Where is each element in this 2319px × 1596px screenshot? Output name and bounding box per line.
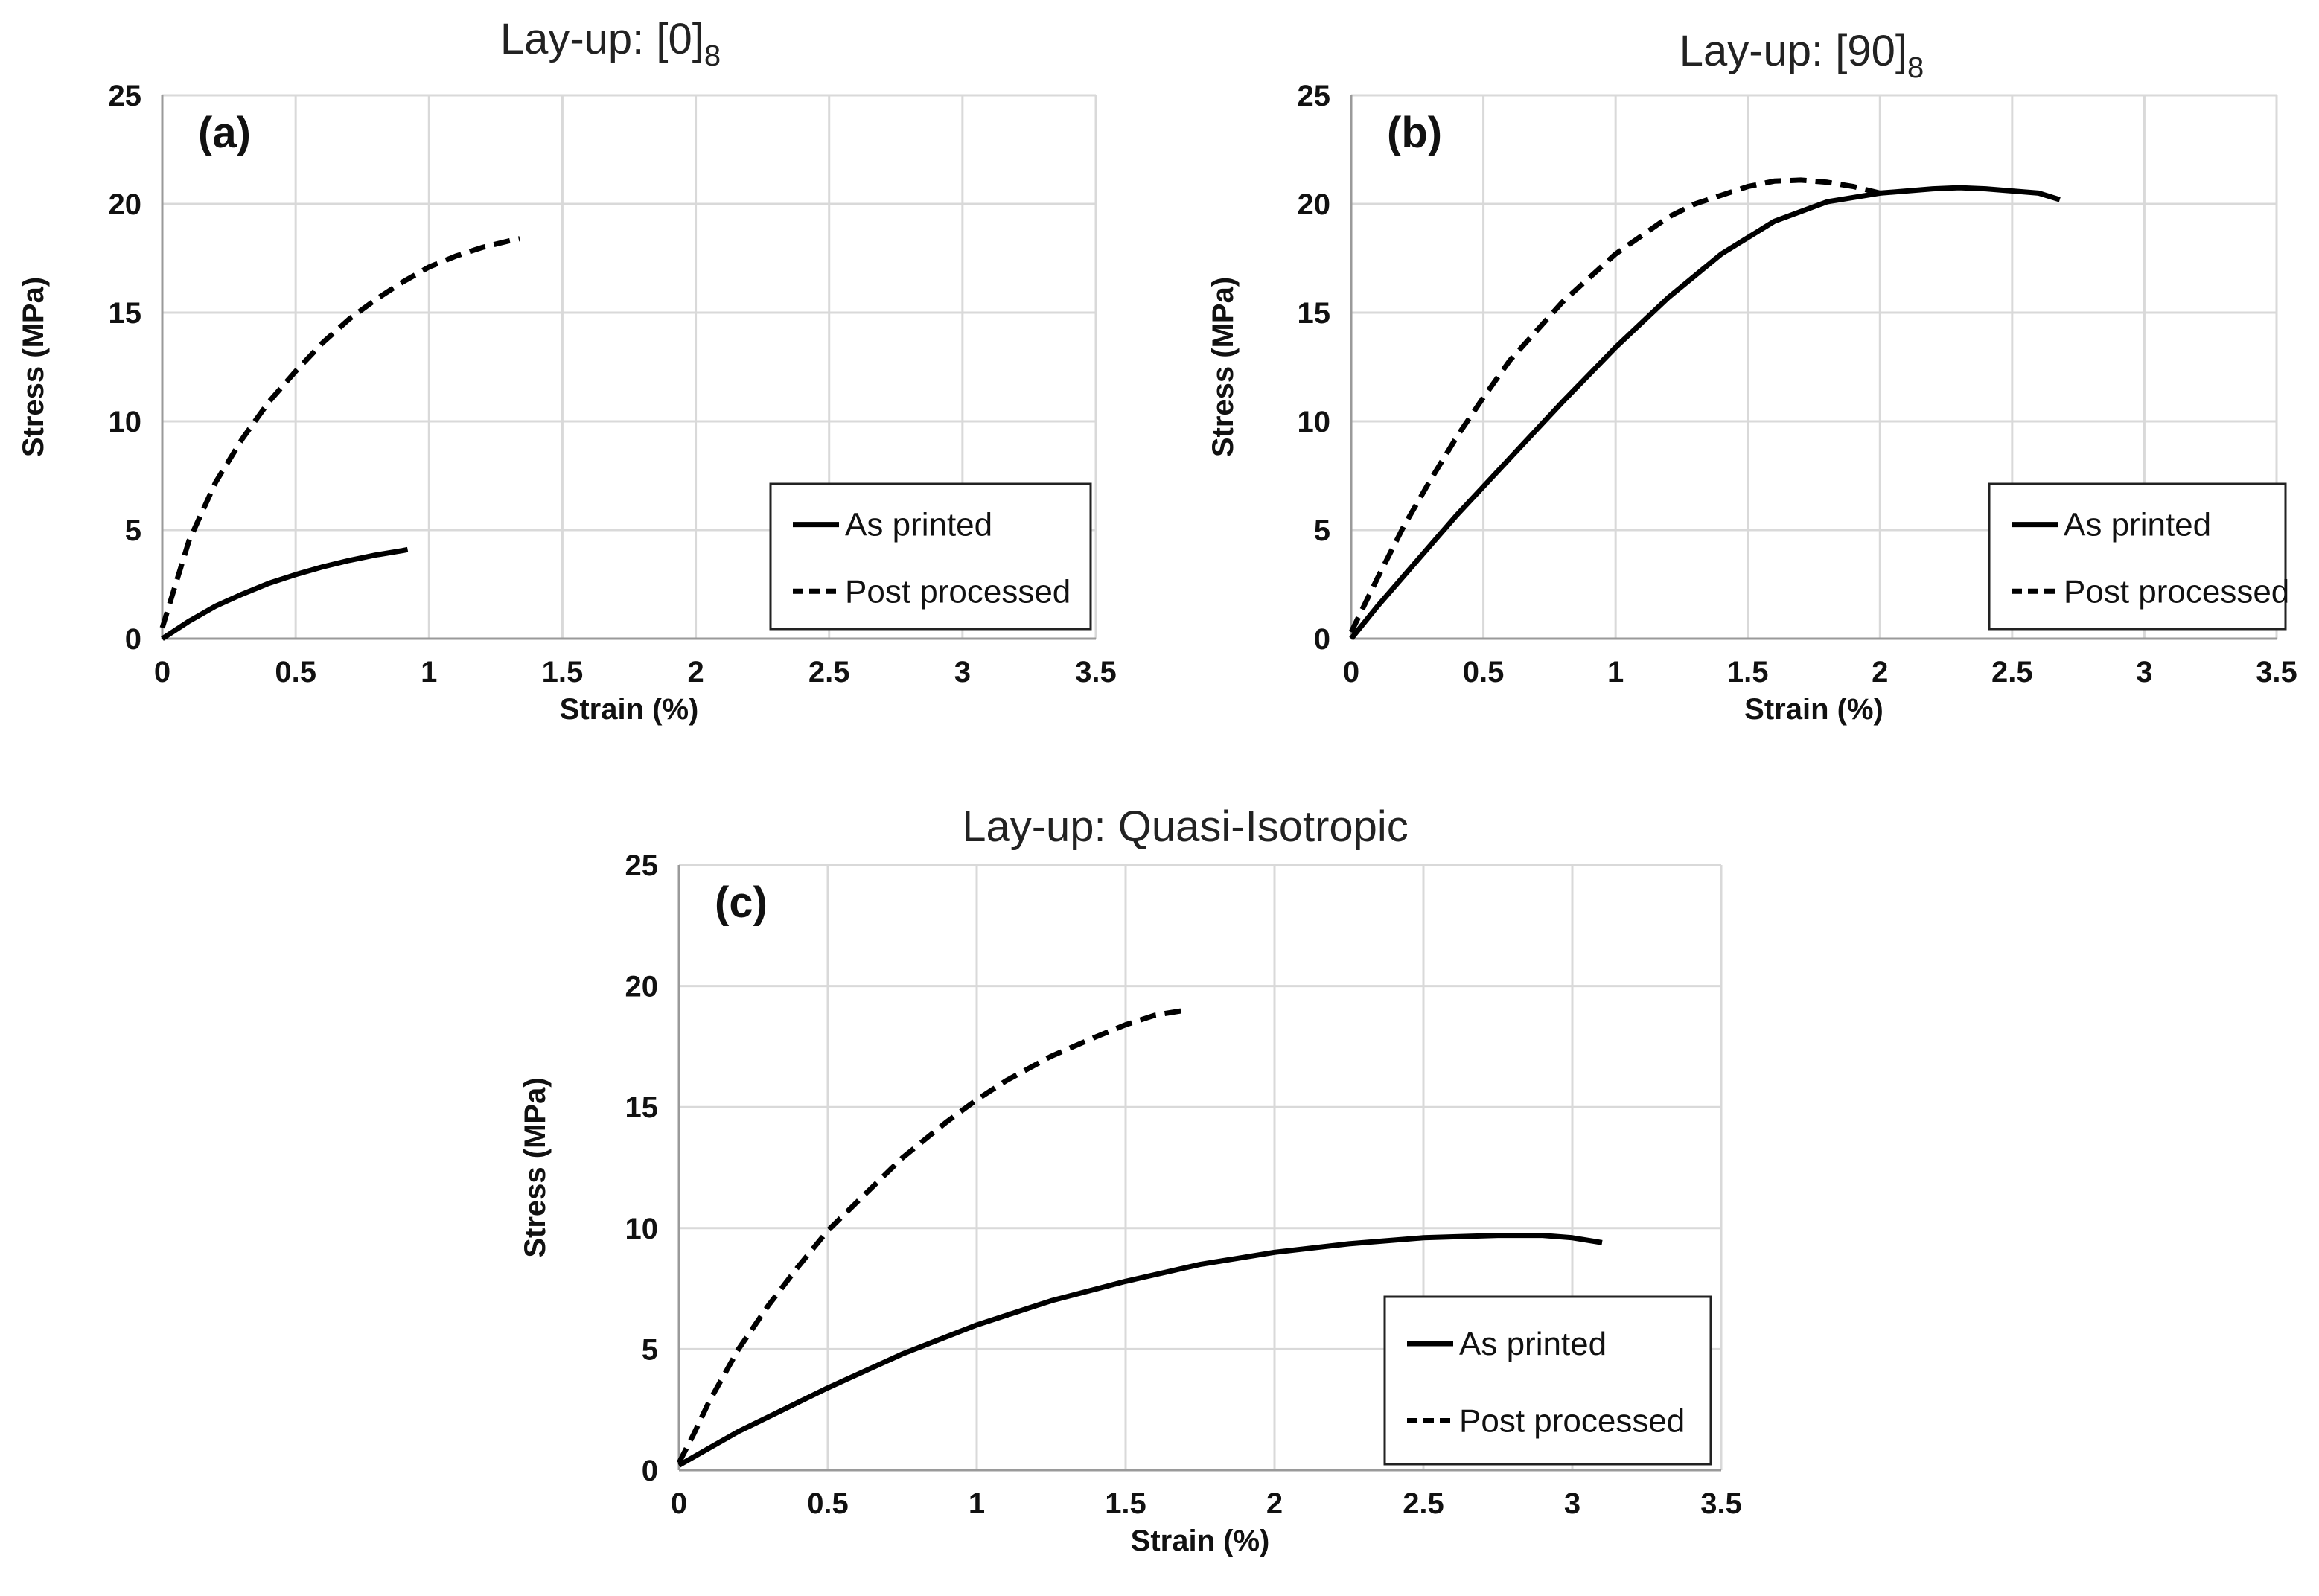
chart-panel-3: 0 5 10 15 20 25 0 0.5 1 1.5 2 2.5 3 3.5 Lay-up: Quasi-… (519, 802, 1742, 1557)
legend-entry: As printed (2064, 507, 2211, 543)
chart-title: Lay-up: Quasi-Isotropic (962, 802, 1409, 851)
series-line-as-printed (1349, 185, 2061, 641)
y-axis-label: Stress (MPa) (17, 277, 50, 457)
x-tick-label: 1 (1607, 656, 1624, 689)
x-tick-label: 0.5 (1463, 656, 1505, 689)
x-tick-label: 3 (2136, 656, 2152, 689)
legend-entry: Post processed (1459, 1403, 1685, 1440)
x-tick-label: 3.5 (1075, 656, 1117, 689)
x-axis-label: Strain (%) (1131, 1525, 1270, 1557)
legend-entry: As printed (1459, 1326, 1607, 1362)
series-line-post-processed (676, 1007, 1186, 1464)
legend-box (1988, 482, 2287, 631)
x-axis-label: Strain (%) (1744, 693, 1883, 726)
legend-entry: As printed (845, 507, 992, 543)
y-tick-label: 20 (109, 188, 142, 221)
x-tick-label: 1 (969, 1487, 985, 1520)
chart-title: Lay-up: [0]8 (500, 15, 721, 72)
series-line-post-processed (159, 236, 520, 629)
x-tick-label: 0 (671, 1487, 687, 1520)
x-tick-label: 3 (954, 656, 971, 689)
panel-label: (c) (715, 878, 768, 927)
panel-label: (b) (1387, 109, 1442, 157)
x-tick-label: 1.5 (1727, 656, 1769, 689)
y-axis-label: Stress (MPa) (1207, 277, 1240, 457)
chart-panel-1: 0 5 10 15 20 25 0 0.5 1 1.5 2 2.5 3 3.5 Lay-up: [0]8 (a… (17, 15, 1117, 726)
x-tick-label: 2 (1266, 1487, 1283, 1520)
x-tick-label: 2.5 (808, 656, 850, 689)
x-tick-label: 1.5 (1105, 1487, 1146, 1520)
legend: As printed Post processed (1383, 1295, 1712, 1466)
x-tick-label: 2.5 (1991, 656, 2033, 689)
x-tick-label: 3 (1564, 1487, 1580, 1520)
chart-title-text: Lay-up: [90] (1680, 27, 1907, 75)
chart-title-text: Lay-up: Quasi-Isotropic (962, 802, 1409, 851)
legend: As printed Post processed (769, 482, 1092, 631)
legend-box (769, 482, 1092, 631)
chart-title: Lay-up: [90]8 (1680, 27, 1924, 84)
y-axis-label: Stress (MPa) (519, 1077, 552, 1257)
legend-entry: Post processed (845, 573, 1071, 610)
chart-title-subscript: 8 (704, 39, 721, 72)
y-tick-label: 20 (625, 971, 659, 1003)
y-tick-label: 5 (125, 514, 141, 547)
y-tick-label: 5 (642, 1333, 658, 1366)
series-line-post-processed (1348, 177, 1881, 633)
chart-title-subscript: 8 (1907, 51, 1924, 84)
y-tick-label: 0 (125, 623, 141, 656)
chart-title-text: Lay-up: [0] (500, 15, 704, 63)
y-tick-label: 15 (1298, 297, 1331, 330)
legend-entry: Post processed (2064, 573, 2289, 610)
y-tick-label: 25 (109, 80, 142, 112)
y-tick-label: 20 (1298, 188, 1331, 221)
y-tick-label: 25 (625, 849, 659, 882)
y-tick-label: 10 (625, 1213, 659, 1245)
y-tick-label: 10 (1298, 406, 1331, 438)
x-tick-label: 1 (421, 656, 437, 689)
y-tick-label: 15 (625, 1091, 659, 1124)
legend-box (1383, 1295, 1712, 1466)
x-tick-label: 2 (687, 656, 704, 689)
series-line-as-printed (161, 546, 409, 641)
y-tick-label: 25 (1298, 80, 1331, 112)
x-tick-label: 0.5 (275, 656, 316, 689)
x-tick-label: 0.5 (807, 1487, 849, 1520)
x-tick-label: 0 (154, 656, 170, 689)
y-tick-label: 5 (1314, 514, 1330, 547)
legend: As printed Post processed (1988, 482, 2289, 631)
x-tick-label: 1.5 (542, 656, 584, 689)
y-tick-label: 15 (109, 297, 142, 330)
x-tick-label: 0 (1343, 656, 1359, 689)
x-tick-label: 3.5 (1700, 1487, 1742, 1520)
x-axis-label: Strain (%) (560, 693, 699, 726)
series-line-as-printed (677, 1233, 1603, 1468)
x-tick-label: 2 (1872, 656, 1888, 689)
chart-panel-2: 0 5 10 15 20 25 0 0.5 1 1.5 2 2.5 3 3.5 Lay-up: [90]8 (… (1207, 27, 2297, 726)
panel-label: (a) (198, 109, 251, 157)
x-tick-label: 2.5 (1403, 1487, 1444, 1520)
y-tick-label: 0 (1314, 623, 1330, 656)
x-tick-label: 3.5 (2256, 656, 2297, 689)
y-tick-label: 0 (642, 1455, 658, 1487)
y-tick-label: 10 (109, 406, 142, 438)
